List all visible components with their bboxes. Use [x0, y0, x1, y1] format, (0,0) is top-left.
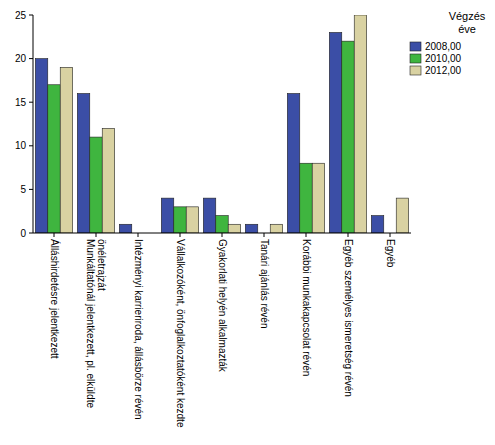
label-line: Álláshirdetésre jelentkezett: [49, 239, 61, 359]
x-tick: [264, 233, 265, 237]
bar: [396, 198, 408, 233]
y-tick-label: 5: [20, 184, 26, 195]
x-tick: [138, 233, 139, 237]
x-tick-label: Tanári ajánlás révén: [259, 239, 270, 329]
bar: [342, 41, 354, 233]
legend-label: 2012,00: [425, 65, 462, 76]
x-tick: [348, 233, 349, 237]
legend-label: 2008,00: [425, 41, 462, 52]
legend-title: Végzéséve: [449, 10, 486, 35]
legend-swatch: [410, 66, 421, 75]
bar: [300, 163, 312, 233]
bar: [102, 128, 114, 233]
y-tick: [29, 145, 33, 146]
x-tick-label: Intézményi karrieriroda, állásbörze révé…: [133, 239, 144, 420]
legend-swatch: [410, 42, 421, 51]
bars: [35, 15, 408, 233]
bar: [329, 32, 341, 233]
label-line: Egyéb: [385, 239, 396, 268]
x-tick-label: Vállalkozóként, önfoglalkoztatóként kezd…: [175, 239, 186, 428]
y-tick: [29, 102, 33, 103]
bar: [60, 67, 72, 233]
x-tick: [222, 233, 223, 237]
bar: [216, 216, 228, 233]
label-line: Egyéb személyes ismeretség révén: [343, 239, 354, 397]
y-tick-label: 15: [15, 97, 27, 108]
label-line: Intézményi karrieriroda, állásbörze révé…: [133, 239, 144, 420]
bar: [371, 216, 383, 233]
x-tick: [390, 233, 391, 237]
bar: [77, 93, 89, 233]
bar: [287, 93, 299, 233]
x-tick: [54, 233, 55, 237]
x-tick-label: Gyakorlati helyén alkalmazták: [217, 239, 228, 373]
bar: [90, 137, 102, 233]
y-tick: [29, 15, 33, 16]
y-tick-label: 25: [15, 10, 27, 21]
x-tick-label: Álláshirdetésre jelentkezett: [49, 239, 61, 359]
x-tick: [306, 233, 307, 237]
y-tick-label: 0: [20, 228, 26, 239]
label-line: Vállalkozóként, önfoglalkoztatóként kezd…: [175, 239, 186, 428]
bar: [119, 224, 131, 233]
bar: [203, 198, 215, 233]
label-line: Gyakorlati helyén alkalmazták: [217, 239, 228, 373]
y-tick-label: 10: [15, 140, 27, 151]
x-tick-label: Munkáltatónál jelentkezett, pl. elküldte…: [85, 239, 107, 408]
label-line: önéletrajzát: [96, 239, 107, 291]
bar: [312, 163, 324, 233]
y-tick: [29, 58, 33, 59]
label-line: Tanári ajánlás révén: [259, 239, 270, 329]
y-axis: [33, 15, 34, 233]
label-line: Korábbi munkakapcsolat révén: [301, 239, 312, 376]
bar: [161, 198, 173, 233]
y-tick: [29, 233, 33, 234]
legend-title-line: Végzés: [449, 10, 486, 22]
y-tick-label: 20: [15, 53, 27, 64]
x-tick-label: Egyéb személyes ismeretség révén: [343, 239, 354, 397]
x-tick-label: Egyéb: [385, 239, 396, 268]
bar: [270, 224, 282, 233]
legend-label: 2010,00: [425, 53, 462, 64]
bar: [354, 15, 366, 233]
x-tick: [96, 233, 97, 237]
chart: 0 5 10 15 20 25 Álláshirdetésre jelentkezett Mu…: [0, 0, 495, 445]
bar: [186, 207, 198, 233]
y-tick: [29, 189, 33, 190]
label-line: Munkáltatónál jelentkezett, pl. elküldte: [85, 239, 96, 408]
legend-title-line: éve: [458, 23, 476, 35]
bar: [228, 224, 240, 233]
bar: [245, 224, 257, 233]
bar: [35, 59, 47, 233]
x-tick-label: Korábbi munkakapcsolat révén: [301, 239, 312, 376]
legend-swatch: [410, 54, 421, 63]
bar: [48, 85, 60, 233]
bar: [174, 207, 186, 233]
x-tick: [180, 233, 181, 237]
